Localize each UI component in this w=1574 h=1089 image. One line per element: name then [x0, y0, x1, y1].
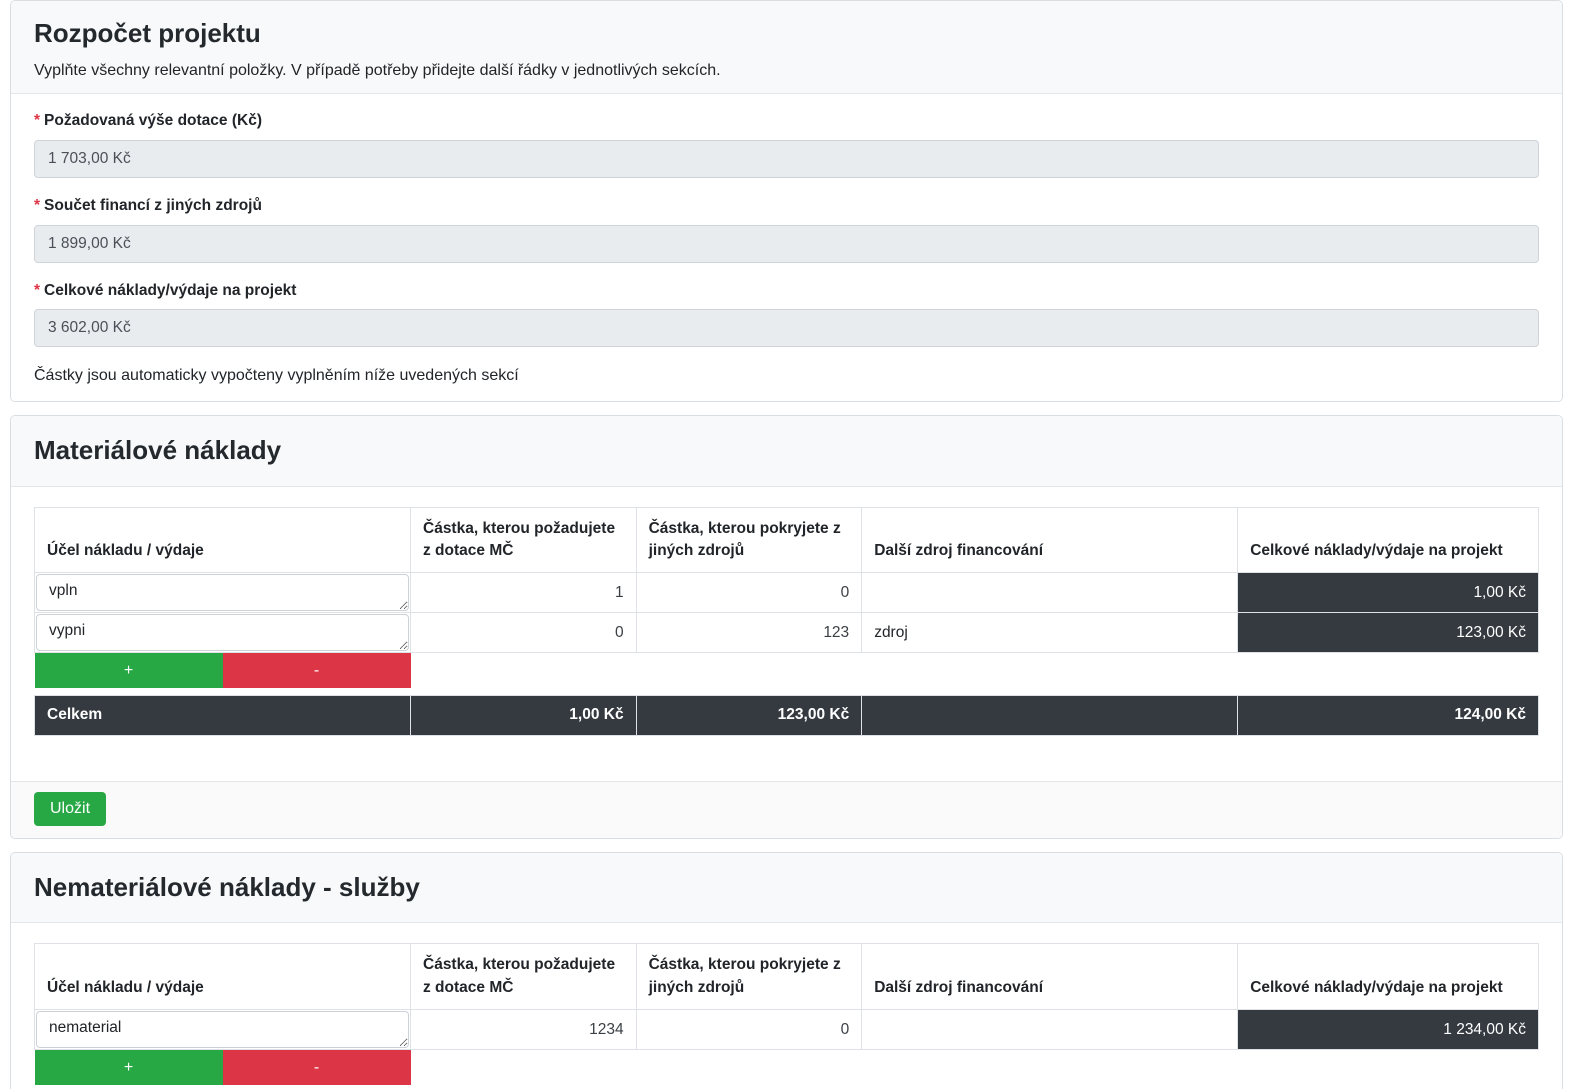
column-header-total: Celkové náklady/výdaje na projekt — [1237, 506, 1539, 574]
field-group-total-costs: * Celkové náklady/výdaje na projekt — [34, 282, 1539, 348]
table-row: vypni 0 123 zdroj 123,00 Kč — [34, 612, 1539, 654]
spacer-row — [35, 688, 1539, 695]
other-finances-label-text: Součet financí z jiných zdrojů — [44, 196, 262, 214]
service-costs-title: Nemateriálové náklady - služby — [34, 871, 420, 902]
field-group-requested-grant: * Požadovaná výše dotace (Kč) — [34, 112, 1539, 178]
other-source-cell — [861, 1009, 1239, 1051]
service-costs-body: Účel nákladu / výdaje Částka, kterou pož… — [11, 923, 1562, 1089]
other-amount-cell: 0 — [635, 572, 863, 614]
requested-grant-label-text: Požadovaná výše dotace (Kč) — [44, 112, 262, 130]
material-costs-footer: Uložit — [11, 780, 1562, 838]
requested-grant-label: * Požadovaná výše dotace (Kč) — [34, 112, 1539, 131]
total-costs-label-text: Celkové náklady/výdaje na projekt — [44, 281, 297, 299]
other-amount-cell: 0 — [635, 1009, 863, 1051]
other-finances-input — [34, 224, 1539, 263]
row-total-cell: 1 234,00 Kč — [1237, 1009, 1539, 1051]
material-costs-table: Účel nákladu / výdaje Částka, kterou pož… — [34, 506, 1539, 736]
column-header-other-amount: Částka, kterou pokryjete z jiných zdrojů — [635, 943, 863, 1011]
grant-amount-cell: 1234 — [410, 1009, 637, 1051]
purpose-textarea[interactable]: vpln — [36, 574, 409, 612]
material-costs-header: Materiálové náklady — [11, 416, 1562, 487]
page-title: Rozpočet projektu — [34, 18, 261, 48]
other-source-cell — [861, 572, 1239, 614]
column-header-other-source: Další zdroj financování — [861, 506, 1239, 574]
row-total-cell: 123,00 Kč — [1237, 612, 1539, 654]
column-header-other-source: Další zdroj financování — [861, 943, 1239, 1011]
column-header-other-amount: Částka, kterou pokryjete z jiných zdrojů — [635, 506, 863, 574]
total-costs-label: * Celkové náklady/výdaje na projekt — [34, 282, 1539, 301]
column-header-grant-amount: Částka, kterou požadujete z dotace MČ — [410, 506, 637, 574]
required-asterisk: * — [34, 196, 41, 214]
add-row-button[interactable]: + — [34, 1050, 223, 1086]
other-finances-label: * Součet financí z jiných zdrojů — [34, 197, 1539, 216]
other-amount-cell: 123 — [635, 612, 863, 654]
budget-summary-card: Rozpočet projektu Vyplňte všechny releva… — [10, 0, 1563, 403]
actions-empty-cell — [411, 1050, 1539, 1086]
total-costs-input — [34, 309, 1539, 348]
remove-row-button[interactable]: - — [222, 653, 411, 689]
actions-cell: + - — [34, 1050, 411, 1086]
budget-summary-header: Rozpočet projektu Vyplňte všechny releva… — [11, 1, 1562, 95]
row-actions: + - — [34, 653, 1539, 689]
purpose-textarea[interactable]: vypni — [36, 614, 409, 652]
service-costs-table: Účel nákladu / výdaje Částka, kterou pož… — [34, 943, 1539, 1086]
save-button[interactable]: Uložit — [34, 791, 107, 826]
column-header-grant-amount: Částka, kterou požadujete z dotace MČ — [410, 943, 637, 1011]
totals-row: Celkem 1,00 Kč 123,00 Kč 124,00 Kč — [34, 694, 1539, 736]
actions-empty-cell — [411, 653, 1539, 689]
material-costs-title: Materiálové náklady — [34, 435, 282, 466]
totals-source-cell — [861, 694, 1239, 736]
budget-summary-body: *Požadovaná výše dotace (Kč) *Součet fin… — [11, 94, 1562, 402]
material-costs-card: Materiálové náklady Účel nákladu / výdaj… — [10, 415, 1563, 839]
purpose-cell: nematerial — [34, 1009, 411, 1051]
service-costs-header: Nemateriálové náklady - služby — [11, 852, 1562, 924]
auto-calculation-note: Částky jsou automaticky vypočteny vyplně… — [34, 367, 519, 385]
table-header-row: Účel nákladu / výdaje Částka, kterou pož… — [34, 506, 1539, 574]
requested-grant-input — [34, 139, 1539, 178]
purpose-cell: vpln — [34, 572, 411, 614]
table-row: vpln 1 0 1,00 Kč — [34, 572, 1539, 614]
table-header-row: Účel nákladu / výdaje Částka, kterou pož… — [34, 943, 1539, 1011]
field-group-other-finances: * Součet financí z jiných zdrojů — [34, 197, 1539, 263]
material-costs-body: Účel nákladu / výdaje Částka, kterou pož… — [11, 486, 1562, 781]
purpose-cell: vypni — [34, 612, 411, 654]
required-asterisk: * — [34, 281, 41, 299]
totals-total-cell: 124,00 Kč — [1237, 694, 1539, 736]
remove-row-button[interactable]: - — [222, 1050, 411, 1086]
page-subtitle: Vyplňte všechny relevantní položky. V př… — [34, 62, 721, 80]
totals-label-cell: Celkem — [34, 694, 411, 736]
table-row: nematerial 1234 0 1 234,00 Kč — [34, 1009, 1539, 1051]
column-header-purpose: Účel nákladu / výdaje — [34, 506, 411, 574]
grant-amount-cell: 0 — [410, 612, 637, 654]
row-total-cell: 1,00 Kč — [1237, 572, 1539, 614]
actions-cell: + - — [34, 653, 411, 689]
column-header-total: Celkové náklady/výdaje na projekt — [1237, 943, 1539, 1011]
purpose-textarea[interactable]: nematerial — [36, 1011, 409, 1049]
totals-other-cell: 123,00 Kč — [635, 694, 863, 736]
totals-grant-cell: 1,00 Kč — [410, 694, 637, 736]
other-source-cell: zdroj — [861, 612, 1239, 654]
grant-amount-cell: 1 — [410, 572, 637, 614]
service-costs-card: Nemateriálové náklady - služby Účel nákl… — [10, 851, 1563, 1089]
column-header-purpose: Účel nákladu / výdaje — [34, 943, 411, 1011]
required-asterisk: * — [34, 112, 41, 130]
add-row-button[interactable]: + — [34, 653, 223, 689]
row-actions: + - — [34, 1050, 1539, 1086]
